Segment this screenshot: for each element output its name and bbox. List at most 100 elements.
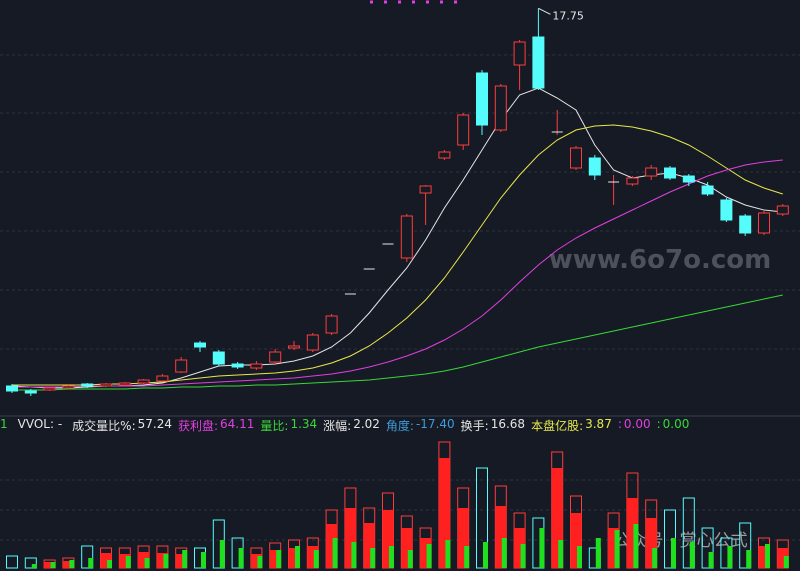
indicator-label: 角度:: [385, 419, 414, 433]
indicator-header: 1 VVOL: - 成交量比%: 57.24 获利盘: 64.11 量比: 1.34 涨幅:…: [0, 417, 695, 435]
indicator-bar: [652, 548, 658, 568]
indicator-bar: [69, 560, 75, 568]
indicator-bar: [144, 558, 150, 568]
indicator-bar: [689, 542, 695, 568]
candle-body: [513, 41, 526, 66]
candle-body: [664, 167, 676, 179]
candle-body: [400, 215, 413, 259]
indicator-bar: [595, 538, 601, 568]
indicator-bar: [426, 544, 432, 568]
volume-fill: [269, 550, 281, 568]
ma-line: [12, 294, 783, 391]
volume-fill: [551, 468, 563, 568]
grid: [0, 54, 800, 541]
indicator-bar: [276, 550, 282, 568]
indicator-bar: [163, 554, 169, 568]
candle-body: [100, 383, 112, 387]
candle-body: [212, 351, 225, 365]
indicator-bar: [313, 550, 319, 568]
volume-fill: [119, 554, 131, 568]
volume-bar: [476, 467, 488, 569]
indicator-label: 换手:: [460, 419, 489, 433]
candle-body: [776, 205, 789, 215]
volume-fill: [514, 528, 526, 568]
indicator-bar: [31, 564, 37, 568]
indicator-bar: [483, 542, 488, 568]
candle-body: [24, 390, 37, 394]
volume-fill: [570, 513, 582, 568]
indicator-bar: [257, 556, 263, 568]
indicator-bar: [464, 546, 470, 568]
candle-body: [720, 199, 733, 221]
indicator-bar: [633, 524, 639, 568]
indicator-bar: [783, 556, 789, 568]
candle-body: [269, 351, 282, 363]
indicator-value: 64.11: [220, 417, 255, 431]
volume-fill: [344, 508, 356, 568]
indicator-bar: [389, 546, 394, 568]
indicator-value: 2.02: [353, 417, 380, 431]
candle-body: [6, 385, 18, 392]
indicator-bar: [501, 538, 507, 568]
volume-fill: [382, 510, 394, 568]
high-annotation: 17.75: [552, 9, 584, 22]
candle-body: [81, 383, 94, 387]
candle-body: [62, 385, 75, 389]
volume-fill: [138, 552, 150, 568]
candle-body: [758, 212, 770, 234]
volume-bar: [701, 527, 714, 569]
volume-fill: [420, 538, 432, 568]
candle-body: [570, 147, 582, 169]
volume-bar: [81, 545, 94, 569]
volume-fill: [326, 524, 338, 568]
indicator-bar: [125, 556, 131, 568]
watermark: www.6o7o.com: [549, 245, 771, 275]
indicator-bar: [765, 544, 770, 568]
volume-fill: [645, 518, 657, 568]
candle-body: [288, 345, 300, 349]
indicator-bar: [88, 558, 94, 568]
indicator-bar: [238, 548, 244, 568]
candle-body: [231, 363, 244, 368]
volume-fill: [438, 458, 450, 568]
volume-fill: [495, 506, 507, 568]
candle-body: [494, 85, 507, 131]
indicator-bar: [708, 552, 714, 568]
volume-fill: [250, 554, 262, 568]
indicator-bar: [219, 540, 225, 568]
indicator-bar: [332, 538, 338, 568]
indicator-bar: [558, 540, 564, 568]
indicator-label: 成交量比%:: [72, 419, 136, 433]
indicator-bar: [370, 548, 376, 568]
prefix: 1: [0, 417, 8, 431]
indicator-value: 57.24: [137, 417, 172, 431]
candle-body: [250, 363, 263, 369]
volume-fill: [626, 498, 638, 568]
indicator-label: 涨幅:: [323, 419, 352, 433]
indicator-bar: [539, 528, 545, 568]
indicator-bar: [520, 544, 526, 568]
candle-body: [419, 185, 432, 194]
candle-body: [682, 175, 695, 183]
indicator-bar: [295, 546, 300, 568]
candle-body: [701, 185, 714, 195]
candle-body: [325, 315, 338, 334]
volume-fill: [608, 528, 620, 568]
indicator-bar: [671, 538, 676, 568]
indicator-value: 3.87: [585, 417, 612, 431]
candle-body: [645, 167, 658, 177]
indicator-bar: [445, 540, 451, 568]
indicator-value: 16.68: [490, 417, 526, 431]
volume-fill: [288, 548, 300, 568]
indicator-bar: [727, 546, 733, 568]
indicator-label: :: [656, 417, 661, 431]
indicator-bar: [107, 560, 112, 568]
volume-fill: [457, 508, 469, 568]
indicator-value: 0.00: [662, 417, 690, 431]
candle-body: [194, 342, 206, 348]
indicator-value: 1.34: [290, 417, 318, 431]
indicator-bar: [746, 550, 752, 568]
indicator-label: :: [617, 417, 622, 431]
